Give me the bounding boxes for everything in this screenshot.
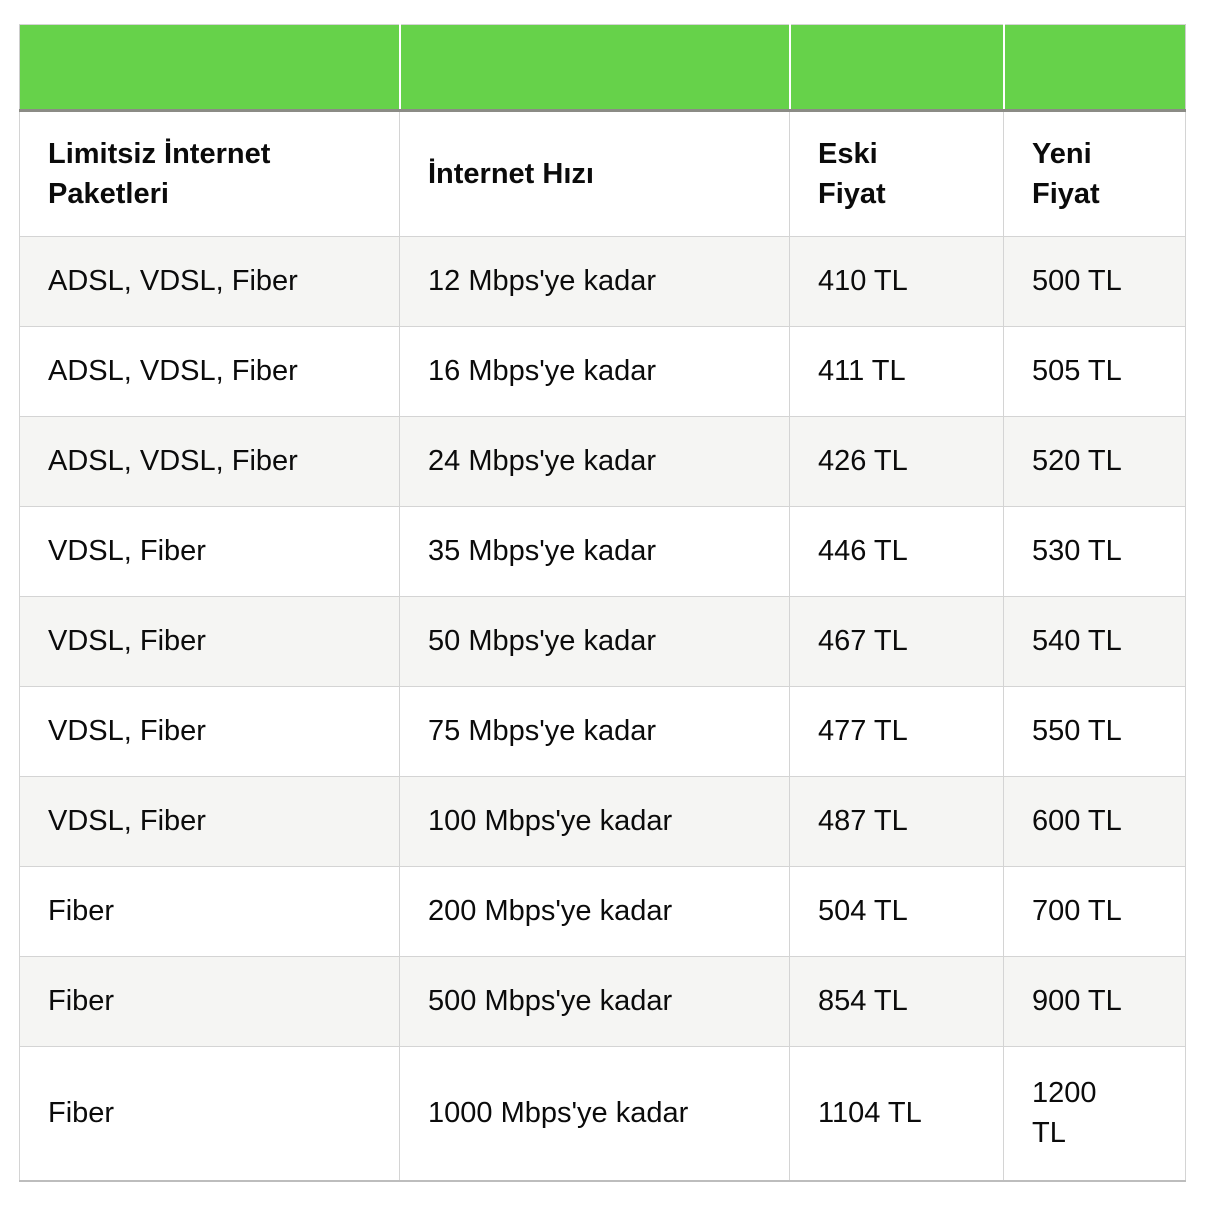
cell-paket: Fiber — [19, 866, 400, 957]
cell-hiz: 1000 Mbps'ye kadar — [399, 1046, 790, 1182]
cell-yeni-fiyat: 550 TL — [1003, 686, 1186, 777]
column-header-eski-fiyat-label: Eski Fiyat — [818, 137, 886, 210]
cell-paket: VDSL, Fiber — [19, 776, 400, 867]
cell-hiz: 12 Mbps'ye kadar — [399, 236, 790, 327]
cell-paket: Fiber — [19, 1046, 400, 1182]
cell-hiz: 16 Mbps'ye kadar — [399, 326, 790, 417]
cell-eski-fiyat: 854 TL — [789, 956, 1004, 1047]
cell-yeni-fiyat: 600 TL — [1003, 776, 1186, 867]
cell-hiz: 50 Mbps'ye kadar — [399, 596, 790, 687]
header-band-cell — [399, 24, 791, 112]
cell-eski-fiyat: 1104 TL — [789, 1046, 1004, 1182]
cell-hiz: 500 Mbps'ye kadar — [399, 956, 790, 1047]
cell-eski-fiyat: 410 TL — [789, 236, 1004, 327]
cell-eski-fiyat: 411 TL — [789, 326, 1004, 417]
cell-eski-fiyat: 426 TL — [789, 416, 1004, 507]
table-row: ADSL, VDSL, Fiber 24 Mbps'ye kadar 426 T… — [19, 416, 1186, 507]
header-band-cell — [789, 24, 1005, 112]
header-band-cell — [1003, 24, 1186, 112]
cell-yeni-fiyat: 530 TL — [1003, 506, 1186, 597]
cell-paket: ADSL, VDSL, Fiber — [19, 416, 400, 507]
cell-hiz: 200 Mbps'ye kadar — [399, 866, 790, 957]
table-row: Fiber 200 Mbps'ye kadar 504 TL 700 TL — [19, 866, 1186, 957]
table-row: VDSL, Fiber 35 Mbps'ye kadar 446 TL 530 … — [19, 506, 1186, 597]
cell-paket: VDSL, Fiber — [19, 686, 400, 777]
cell-paket: VDSL, Fiber — [19, 506, 400, 597]
cell-eski-fiyat: 467 TL — [789, 596, 1004, 687]
cell-hiz: 100 Mbps'ye kadar — [399, 776, 790, 867]
cell-yeni-fiyat: 520 TL — [1003, 416, 1186, 507]
cell-eski-fiyat: 477 TL — [789, 686, 1004, 777]
cell-yeni-fiyat: 900 TL — [1003, 956, 1186, 1047]
table-row: Fiber 500 Mbps'ye kadar 854 TL 900 TL — [19, 956, 1186, 1047]
internet-packages-table-container: Limitsiz İnternet Paketleri İnternet Hız… — [19, 24, 1186, 1182]
column-header-yeni-fiyat-label: Yeni Fiyat — [1032, 137, 1100, 210]
cell-yeni-fiyat: 540 TL — [1003, 596, 1186, 687]
cell-eski-fiyat: 446 TL — [789, 506, 1004, 597]
table-row: ADSL, VDSL, Fiber 16 Mbps'ye kadar 411 T… — [19, 326, 1186, 417]
cell-eski-fiyat: 504 TL — [789, 866, 1004, 957]
header-band-cell — [19, 24, 401, 112]
table-row: VDSL, Fiber 50 Mbps'ye kadar 467 TL 540 … — [19, 596, 1186, 687]
cell-paket: Fiber — [19, 956, 400, 1047]
column-header-paketler: Limitsiz İnternet Paketleri — [19, 110, 400, 237]
cell-yeni-fiyat: 500 TL — [1003, 236, 1186, 327]
cell-yeni-fiyat-label: 1200 TL — [1032, 1077, 1097, 1150]
column-header-yeni-fiyat: Yeni Fiyat — [1003, 110, 1186, 237]
cell-paket: VDSL, Fiber — [19, 596, 400, 687]
cell-paket: ADSL, VDSL, Fiber — [19, 236, 400, 327]
cell-eski-fiyat: 487 TL — [789, 776, 1004, 867]
green-header-band — [19, 24, 1186, 112]
cell-yeni-fiyat: 505 TL — [1003, 326, 1186, 417]
cell-hiz: 24 Mbps'ye kadar — [399, 416, 790, 507]
column-header-eski-fiyat: Eski Fiyat — [789, 110, 1004, 237]
table-row: Fiber 1000 Mbps'ye kadar 1104 TL 1200 TL — [19, 1046, 1186, 1182]
cell-hiz: 35 Mbps'ye kadar — [399, 506, 790, 597]
cell-hiz: 75 Mbps'ye kadar — [399, 686, 790, 777]
cell-yeni-fiyat: 700 TL — [1003, 866, 1186, 957]
cell-yeni-fiyat: 1200 TL — [1003, 1046, 1186, 1182]
internet-packages-table: Limitsiz İnternet Paketleri İnternet Hız… — [19, 24, 1186, 1182]
table-row: VDSL, Fiber 75 Mbps'ye kadar 477 TL 550 … — [19, 686, 1186, 777]
cell-paket: ADSL, VDSL, Fiber — [19, 326, 400, 417]
column-header-hiz: İnternet Hızı — [399, 110, 790, 237]
table-row: VDSL, Fiber 100 Mbps'ye kadar 487 TL 600… — [19, 776, 1186, 867]
table-row: ADSL, VDSL, Fiber 12 Mbps'ye kadar 410 T… — [19, 236, 1186, 327]
column-header-row: Limitsiz İnternet Paketleri İnternet Hız… — [19, 110, 1186, 237]
